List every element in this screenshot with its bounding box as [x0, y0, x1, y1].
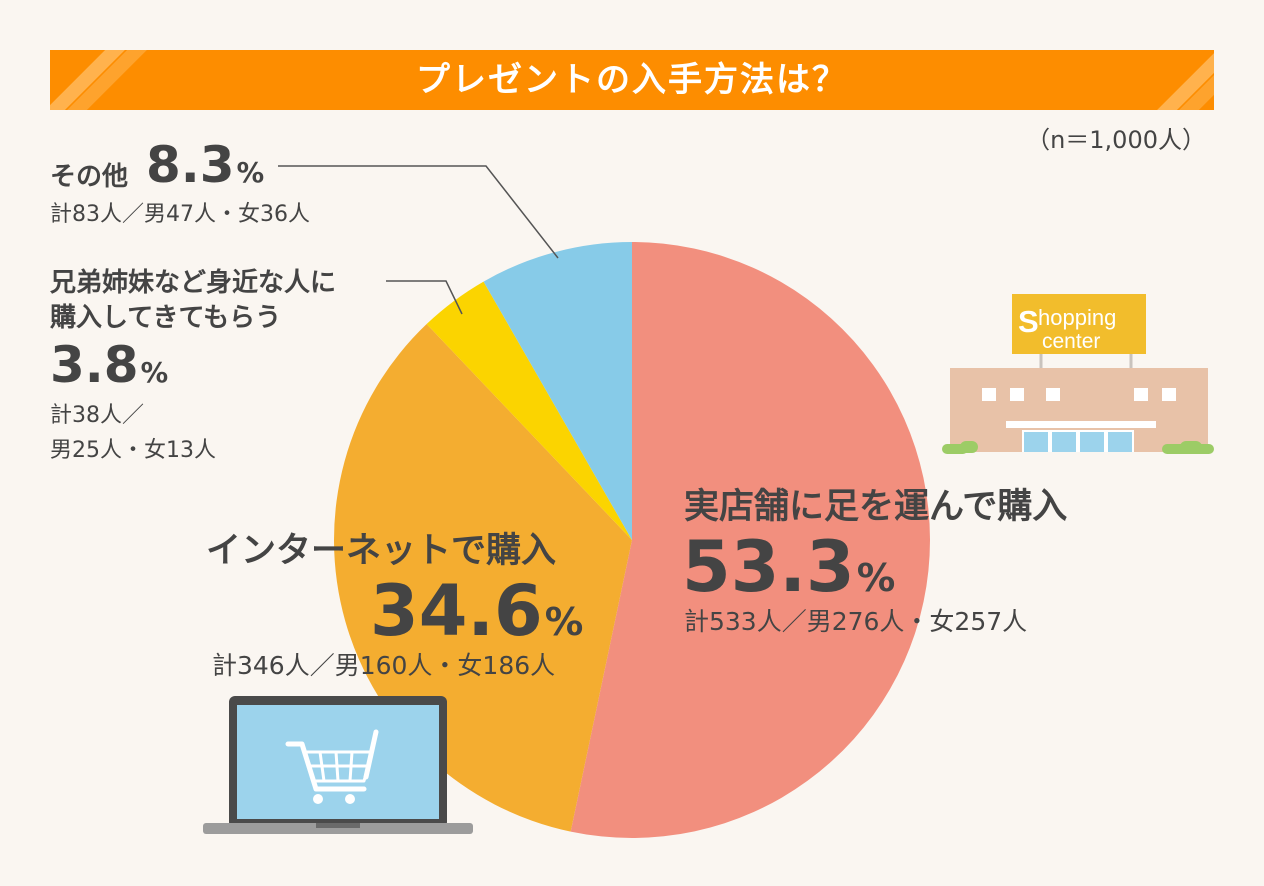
shop-sign-s: S	[1018, 304, 1039, 339]
internet-label: インターネットで購入	[206, 531, 557, 571]
other-leader-line	[278, 165, 559, 259]
store-pct-value: 53.3	[682, 526, 855, 608]
pie-slice-other	[483, 242, 632, 540]
pie-slice-sibling	[426, 281, 632, 540]
sibling-leader-line	[386, 280, 463, 315]
title-banner: プレゼントの入手方法は？	[50, 50, 1214, 110]
pie-slice-store	[570, 242, 931, 839]
store-pct-unit: %	[856, 556, 896, 601]
shop-sign-line2: center	[1042, 330, 1100, 353]
sample-size-note: （n＝1,000人）	[1026, 126, 1206, 154]
sibling-detail-line1: 計38人／	[50, 403, 144, 428]
other-label: その他	[50, 162, 129, 192]
other-percentage: 8.3%	[146, 140, 264, 190]
shop-sign-line1: hopping	[1038, 305, 1116, 330]
sibling-percentage: 3.8%	[50, 340, 168, 390]
internet-pct-value: 34.6	[370, 570, 543, 652]
store-detail: 計533人／男276人・女257人	[684, 607, 1028, 636]
sibling-pct-unit: %	[140, 357, 169, 389]
other-pct-value: 8.3	[146, 136, 235, 194]
other-pct-unit: %	[236, 157, 265, 189]
sibling-detail-line2: 男25人・女13人	[50, 438, 216, 463]
chart-title: プレゼントの入手方法は？	[416, 60, 848, 100]
internet-percentage: 34.6%	[370, 576, 583, 646]
sibling-label-line1: 兄弟姉妹など身近な人に	[50, 268, 337, 298]
laptop-cart-icon	[203, 696, 473, 834]
sibling-label-line2: 購入してきてもらう	[50, 303, 282, 333]
internet-pct-unit: %	[544, 600, 584, 645]
other-detail: 計83人／男47人・女36人	[50, 202, 310, 227]
store-label: 実店舗に足を運んで購入	[684, 487, 1068, 527]
internet-detail: 計346人／男160人・女186人	[212, 651, 556, 680]
sibling-pct-value: 3.8	[50, 336, 139, 394]
store-percentage: 53.3%	[682, 532, 895, 602]
shopping-center-icon: S hopping center	[942, 294, 1214, 454]
